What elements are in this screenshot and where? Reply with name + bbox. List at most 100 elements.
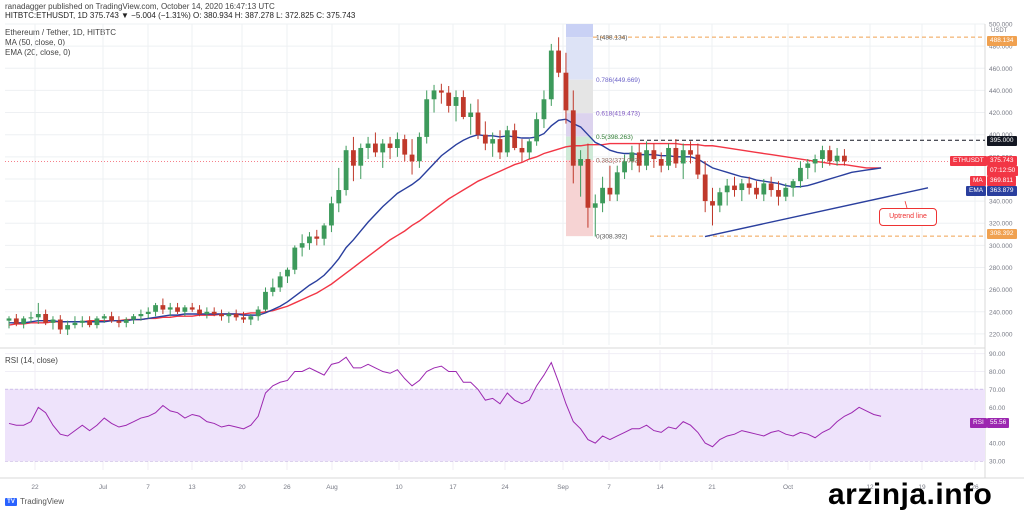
- rsi-tick: 90.00: [989, 351, 1006, 358]
- candle: [109, 311, 114, 323]
- ticker-line: HITBTC:ETHUSDT, 1D 375.743 ▼ −5.004 (−1.…: [5, 11, 356, 20]
- time-tick: Aug: [326, 484, 338, 491]
- candle-body: [482, 134, 488, 144]
- time-tick: 19: [918, 484, 926, 491]
- candle-body: [614, 172, 620, 195]
- price-tick: 300.000: [989, 243, 1013, 250]
- callout-pointer: [904, 200, 908, 209]
- resistance-badge: 395.000: [987, 136, 1017, 146]
- candle-body: [79, 320, 85, 323]
- candle-body: [446, 92, 452, 106]
- support-badge: 308.392: [987, 229, 1017, 239]
- candle-body: [475, 112, 481, 135]
- candle: [578, 150, 584, 197]
- candle: [607, 165, 613, 202]
- candle-body: [585, 159, 591, 208]
- rsi-legend[interactable]: RSI (14, close): [5, 356, 58, 365]
- candle: [373, 132, 378, 157]
- rsi-line: [8, 356, 882, 448]
- candle: [79, 316, 85, 328]
- candle-body: [43, 314, 49, 323]
- candle-body: [438, 90, 444, 93]
- top-level-badge: 488.134: [987, 36, 1017, 46]
- candle-body: [175, 307, 180, 312]
- candle-body: [299, 243, 305, 248]
- candle-body: [717, 192, 723, 206]
- candle: [739, 178, 745, 202]
- candle-body: [468, 112, 474, 117]
- candle-body: [233, 314, 239, 318]
- candle: [285, 267, 290, 284]
- last-price-badge: 375.743: [987, 156, 1017, 166]
- symbol-title[interactable]: Ethereum / Tether, 1D, HITBTC: [5, 28, 117, 37]
- candle: [534, 112, 540, 146]
- candle: [644, 141, 649, 171]
- candle: [329, 196, 334, 233]
- tradingview-icon: TV: [5, 497, 17, 506]
- candle: [695, 143, 701, 179]
- candle-body: [834, 155, 840, 162]
- candle: [343, 145, 349, 196]
- candle-body: [746, 183, 752, 188]
- candle: [783, 183, 789, 202]
- candle-body: [695, 154, 701, 175]
- candle-body: [600, 187, 605, 204]
- candle: [145, 307, 151, 319]
- candle-body: [28, 317, 34, 319]
- candle-body: [497, 139, 503, 153]
- candle-body: [409, 154, 415, 162]
- candle: [57, 315, 63, 334]
- time-tick: 24: [501, 484, 509, 491]
- candle: [365, 136, 371, 160]
- candle-body: [292, 247, 298, 270]
- ema-legend[interactable]: EMA (20, close, 0): [5, 48, 71, 57]
- candle: [263, 287, 268, 312]
- candle: [805, 159, 811, 179]
- candle-body: [541, 99, 547, 120]
- candle-body: [101, 316, 107, 319]
- candle-body: [153, 305, 158, 312]
- candle-body: [768, 183, 774, 191]
- candle-body: [285, 269, 290, 277]
- candle: [827, 145, 833, 166]
- candle-body: [424, 99, 430, 137]
- candle: [336, 167, 342, 213]
- rsi-tick: 30.00: [989, 459, 1006, 466]
- candle: [446, 85, 452, 113]
- candle: [820, 145, 825, 168]
- candle-body: [460, 97, 466, 117]
- candle-body: [116, 320, 122, 323]
- candle-body: [512, 130, 518, 148]
- candle: [431, 84, 437, 113]
- candle-body: [790, 181, 796, 188]
- time-tick: 22: [31, 484, 39, 491]
- candle: [490, 132, 496, 157]
- candle: [468, 103, 474, 135]
- candle-body: [138, 314, 144, 317]
- candle-body: [321, 225, 327, 239]
- candle: [167, 302, 173, 317]
- candle-body: [724, 185, 730, 193]
- fib-label: 0.618(419.473): [596, 111, 640, 118]
- candle-body: [248, 316, 254, 320]
- candle-body: [592, 203, 598, 208]
- candle-body: [416, 136, 422, 162]
- candle-body: [109, 316, 114, 321]
- tradingview-logo[interactable]: TV TradingView: [5, 497, 64, 506]
- candle-body: [336, 190, 342, 204]
- candle: [197, 305, 202, 317]
- candle: [211, 307, 217, 317]
- time-axis: 22 Jul 7 13 20 26 Aug 10 17 24 Sep 7 14 21 Oct 12 19 26: [31, 484, 979, 491]
- candle-body: [812, 159, 818, 164]
- candle: [314, 229, 320, 246]
- candle-body: [629, 152, 635, 162]
- fibonacci-labels: 1(488.134) 0.786(449.669) 0.618(419.473) 0.…: [596, 35, 640, 241]
- candle: [541, 90, 547, 129]
- candle-body: [255, 309, 261, 317]
- ema-badge-value: 363.879: [987, 186, 1017, 196]
- candle: [35, 302, 41, 324]
- time-tick: Jul: [99, 484, 108, 491]
